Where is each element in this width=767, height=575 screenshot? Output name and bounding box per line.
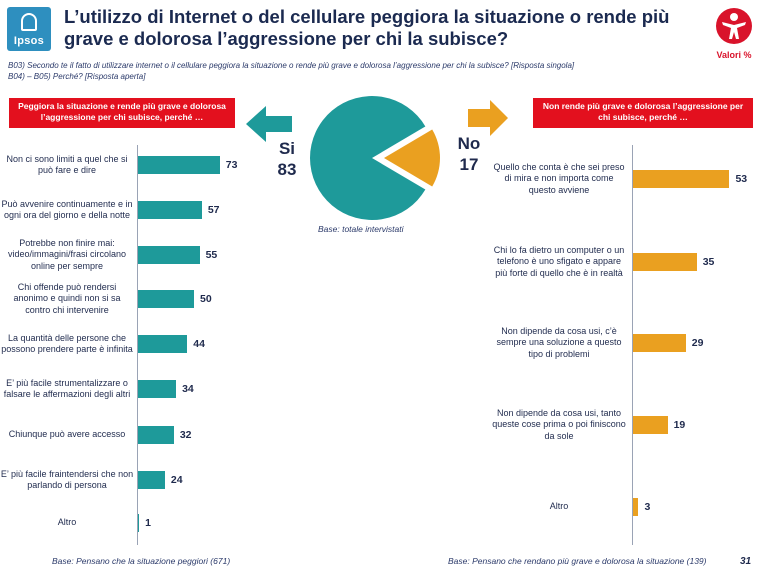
- left-value-label: 44: [193, 338, 205, 350]
- question-line-1: B03) Secondo te il fatto di utilizzare i…: [8, 61, 575, 70]
- right-category-label: Non dipende da cosa usi, tanto queste co…: [492, 407, 626, 441]
- arrow-right-icon: [468, 100, 508, 136]
- question-text: B03) Secondo te il fatto di utilizzare i…: [8, 60, 728, 82]
- left-bar: [138, 156, 220, 174]
- right-value-label: 53: [735, 173, 748, 185]
- left-value-label: 24: [170, 474, 183, 486]
- left-value-label: 73: [225, 159, 238, 171]
- pie-slice-si: [310, 96, 426, 220]
- right-category-label: Altro: [549, 501, 569, 512]
- right-bar: [633, 416, 668, 434]
- right-bar: [633, 498, 639, 516]
- child-figure-icon: [716, 8, 752, 44]
- left-category-label: Non ci sono limiti a quel che si può far…: [6, 153, 128, 176]
- left-category-label: E’ più facile fraintendersi che non parl…: [0, 468, 134, 491]
- left-category-label: La quantità delle persone che possono pr…: [1, 332, 133, 355]
- left-bar: [138, 246, 200, 264]
- right-axis-line: [632, 145, 633, 545]
- left-value-label: 55: [205, 249, 218, 261]
- right-category-label: Quello che conta è che sei preso di mira…: [493, 161, 625, 195]
- left-value-label: 34: [182, 383, 194, 395]
- right-section-header: Non rende più grave e dolorosa l’aggress…: [533, 98, 753, 128]
- right-bar: [633, 170, 730, 188]
- left-bar: [138, 471, 165, 489]
- left-bar: [138, 426, 174, 444]
- left-value-label: 1: [145, 517, 151, 529]
- pie-no-label: No 17: [453, 133, 485, 175]
- pie-no-text: No: [457, 134, 481, 153]
- ipsos-logo-text: Ipsos: [13, 35, 45, 47]
- left-axis-line: [137, 145, 138, 545]
- left-bar: [138, 335, 188, 353]
- right-base-note: Base: Pensano che rendano più grave e do…: [448, 556, 707, 566]
- right-category-label: Chi lo fa dietro un computer o un telefo…: [493, 244, 625, 278]
- right-bar: [633, 253, 697, 271]
- left-value-label: 57: [207, 204, 220, 216]
- pie-yes-label: Si 83: [272, 138, 302, 180]
- left-bar: [138, 201, 202, 219]
- pie-base-note: Base: totale intervistati: [318, 224, 404, 234]
- left-category-label: Altro: [57, 517, 77, 528]
- left-base-note: Base: Pensano che la situazione peggiori…: [52, 556, 231, 566]
- brand-badge: Valori %: [708, 6, 760, 66]
- right-bar: [633, 334, 686, 352]
- pie-slice-no: [384, 129, 440, 187]
- left-category-label: Può avvenire continuamente e in ogni ora…: [1, 198, 133, 221]
- left-category-label: E’ più facile strumentalizzare o falsare…: [3, 377, 131, 400]
- page-title: L’utilizzo di Internet o del cellulare p…: [64, 6, 670, 49]
- page-number: 31: [740, 556, 752, 567]
- ipsos-logo: Ipsos: [7, 7, 51, 51]
- left-category-label: Chi offende può rendersi anonimo e quind…: [13, 281, 121, 315]
- left-section-header: Peggiora la situazione e rende più grave…: [9, 98, 235, 128]
- right-category-label: Non dipende da cosa usi, c’è sempre una …: [496, 325, 622, 359]
- pie-yes-value: 83: [277, 160, 297, 179]
- left-value-label: 32: [179, 429, 192, 441]
- right-value-label: 19: [673, 419, 686, 431]
- pie-no-value: 17: [459, 155, 479, 174]
- left-bar: [138, 290, 194, 308]
- question-line-2: B04) – B05) Perché? [Risposta aperta]: [8, 72, 146, 81]
- right-value-label: 3: [644, 501, 651, 513]
- pie-chart: [310, 96, 440, 220]
- right-value-label: 35: [702, 256, 715, 268]
- left-bar: [138, 514, 140, 532]
- ipsos-logo-mark-icon: [21, 13, 37, 31]
- pie-yes-text: Si: [278, 139, 296, 158]
- right-value-label: 29: [691, 337, 704, 349]
- arrow-left-icon: [246, 106, 292, 142]
- left-bar: [138, 380, 177, 398]
- left-value-label: 50: [200, 293, 212, 305]
- left-category-label: Potrebbe non finire mai: video/immagini/…: [7, 237, 127, 271]
- values-percent-label: Valori %: [716, 50, 752, 60]
- left-category-label: Chiunque può avere accesso: [8, 429, 126, 440]
